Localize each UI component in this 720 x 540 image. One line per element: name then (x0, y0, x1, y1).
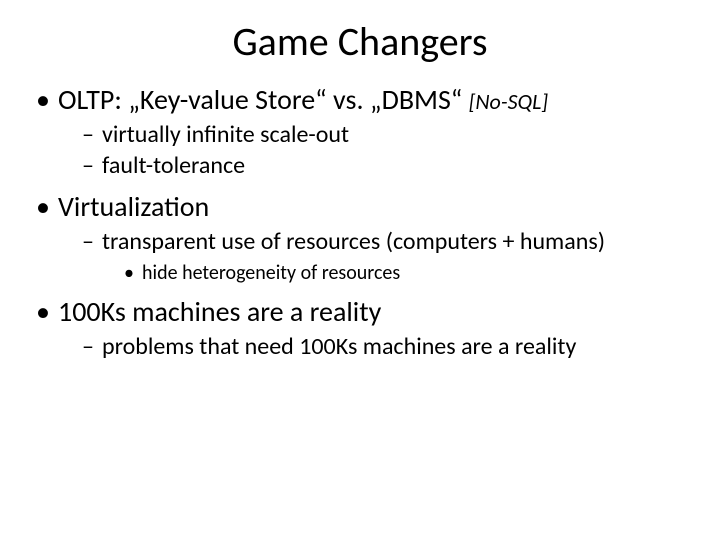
sub-scaleout: virtually infinite scale-out (82, 119, 684, 150)
sub-fault-tolerance: fault-tolerance (82, 150, 684, 181)
bullet-100ks-machines: 100Ks machines are a reality problems th… (36, 294, 684, 362)
bullet-virtualization-sublist: transparent use of resources (computers … (58, 226, 684, 285)
sub-100ks-problems: problems that need 100Ks machines are a … (82, 331, 684, 362)
slide-title: Game Changers (36, 20, 684, 64)
bullet-100ks-machines-text: 100Ks machines are a reality (58, 294, 381, 329)
bullet-oltp: OLTP: „Key-value Store“ vs. „DBMS“ [No-S… (36, 82, 684, 181)
bullet-oltp-sublist: virtually infinite scale-out fault-toler… (58, 119, 684, 181)
bullet-virtualization: Virtualization transparent use of resour… (36, 189, 684, 285)
bullet-oltp-text: OLTP: „Key-value Store“ vs. „DBMS“ (58, 82, 469, 117)
slide: Game Changers OLTP: „Key-value Store“ vs… (0, 0, 720, 540)
bullet-virtualization-text: Virtualization (58, 189, 209, 224)
bullet-list-lvl1: OLTP: „Key-value Store“ vs. „DBMS“ [No-S… (36, 82, 684, 362)
bullet-100ks-sublist: problems that need 100Ks machines are a … (58, 331, 684, 362)
sub-transparent-resources-sublist: hide heterogeneity of resources (102, 260, 684, 286)
sub-transparent-resources: transparent use of resources (computers … (82, 226, 684, 285)
nosql-tag: [No-SQL] (469, 88, 549, 115)
subsub-hide-heterogeneity: hide heterogeneity of resources (124, 260, 684, 286)
sub-transparent-resources-text: transparent use of resources (computers … (102, 227, 605, 256)
